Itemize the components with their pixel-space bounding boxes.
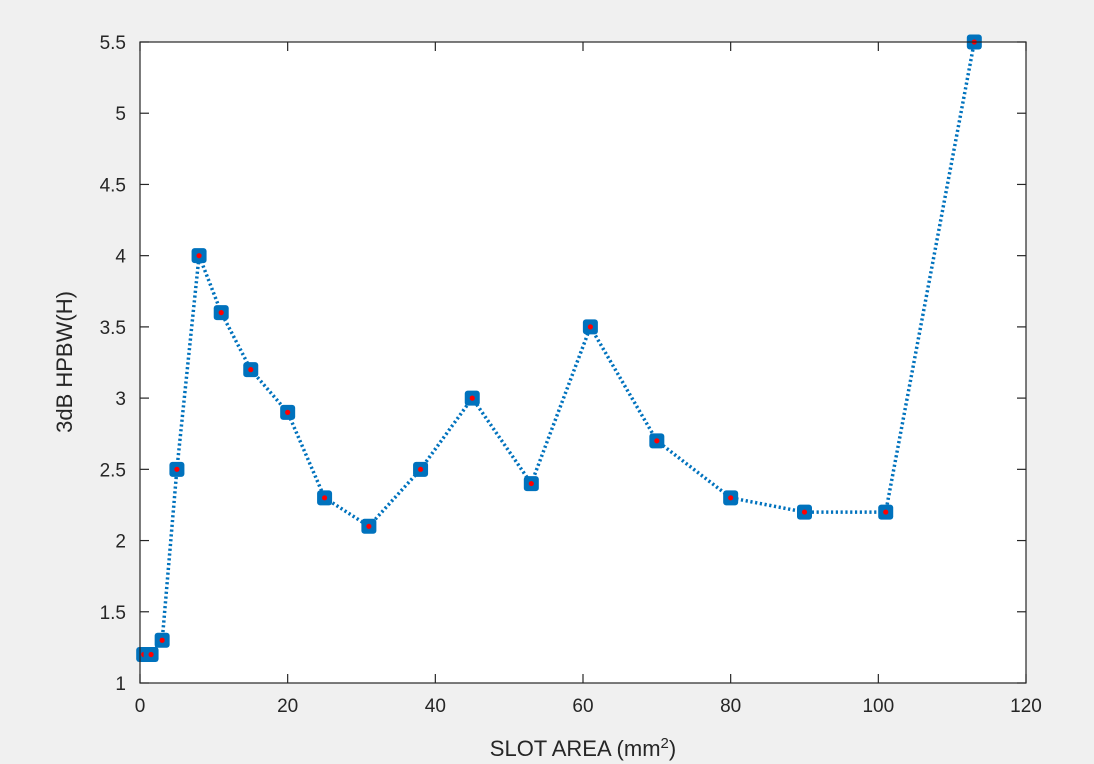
- x-tick-label: 120: [1010, 696, 1042, 717]
- data-point-center: [801, 509, 808, 515]
- data-point-center: [321, 495, 328, 501]
- y-tick-label: 2: [115, 532, 126, 553]
- y-tick-label: 1.5: [100, 603, 126, 624]
- data-point-center: [728, 495, 734, 501]
- x-axis-title-close: ): [669, 736, 676, 761]
- data-point-center: [366, 523, 372, 529]
- y-axis-title: 3dB HPBW(H): [52, 291, 77, 433]
- x-tick-label: 60: [572, 696, 593, 717]
- tick-labels: 0 20 40 60 80 100 120 1 1.5 2 2.5 3 3.5 4 4.5 5 5.5: [100, 33, 1042, 717]
- data-point-center: [196, 253, 202, 259]
- x-tick-label: 100: [862, 696, 894, 717]
- y-tick-label: 3: [115, 389, 126, 410]
- y-tick-label: 5.5: [100, 33, 126, 54]
- plot-area: [140, 42, 1026, 683]
- x-tick-label: 80: [720, 696, 741, 717]
- x-axis-title-superscript: 2: [661, 735, 669, 752]
- data-point-center: [174, 466, 180, 472]
- data-point-center: [469, 395, 475, 401]
- y-tick-label: 1: [115, 674, 126, 695]
- data-point-center: [528, 480, 534, 487]
- x-tick-label: 40: [425, 696, 446, 717]
- data-point-center: [417, 466, 424, 472]
- y-tick-label: 2.5: [100, 460, 126, 481]
- y-tick-label: 4.5: [100, 175, 126, 196]
- x-axis-title-main: SLOT AREA (mm: [490, 736, 661, 761]
- x-axis-title: SLOT AREA (mm2): [490, 735, 676, 762]
- data-point-center: [148, 651, 154, 658]
- data-point-center: [654, 438, 660, 444]
- x-tick-label: 0: [135, 696, 146, 717]
- data-point-center: [159, 637, 165, 643]
- data-point-center: [587, 324, 593, 330]
- data-point-center: [285, 409, 291, 415]
- data-point-center: [218, 310, 224, 316]
- y-tick-label: 3.5: [100, 318, 126, 339]
- data-point-center: [248, 367, 254, 373]
- y-tick-label: 4: [115, 247, 126, 268]
- plot-frame: [139, 41, 1027, 684]
- data-point-center: [883, 509, 889, 515]
- x-tick-label: 20: [277, 696, 298, 717]
- y-tick-label: 5: [115, 104, 126, 125]
